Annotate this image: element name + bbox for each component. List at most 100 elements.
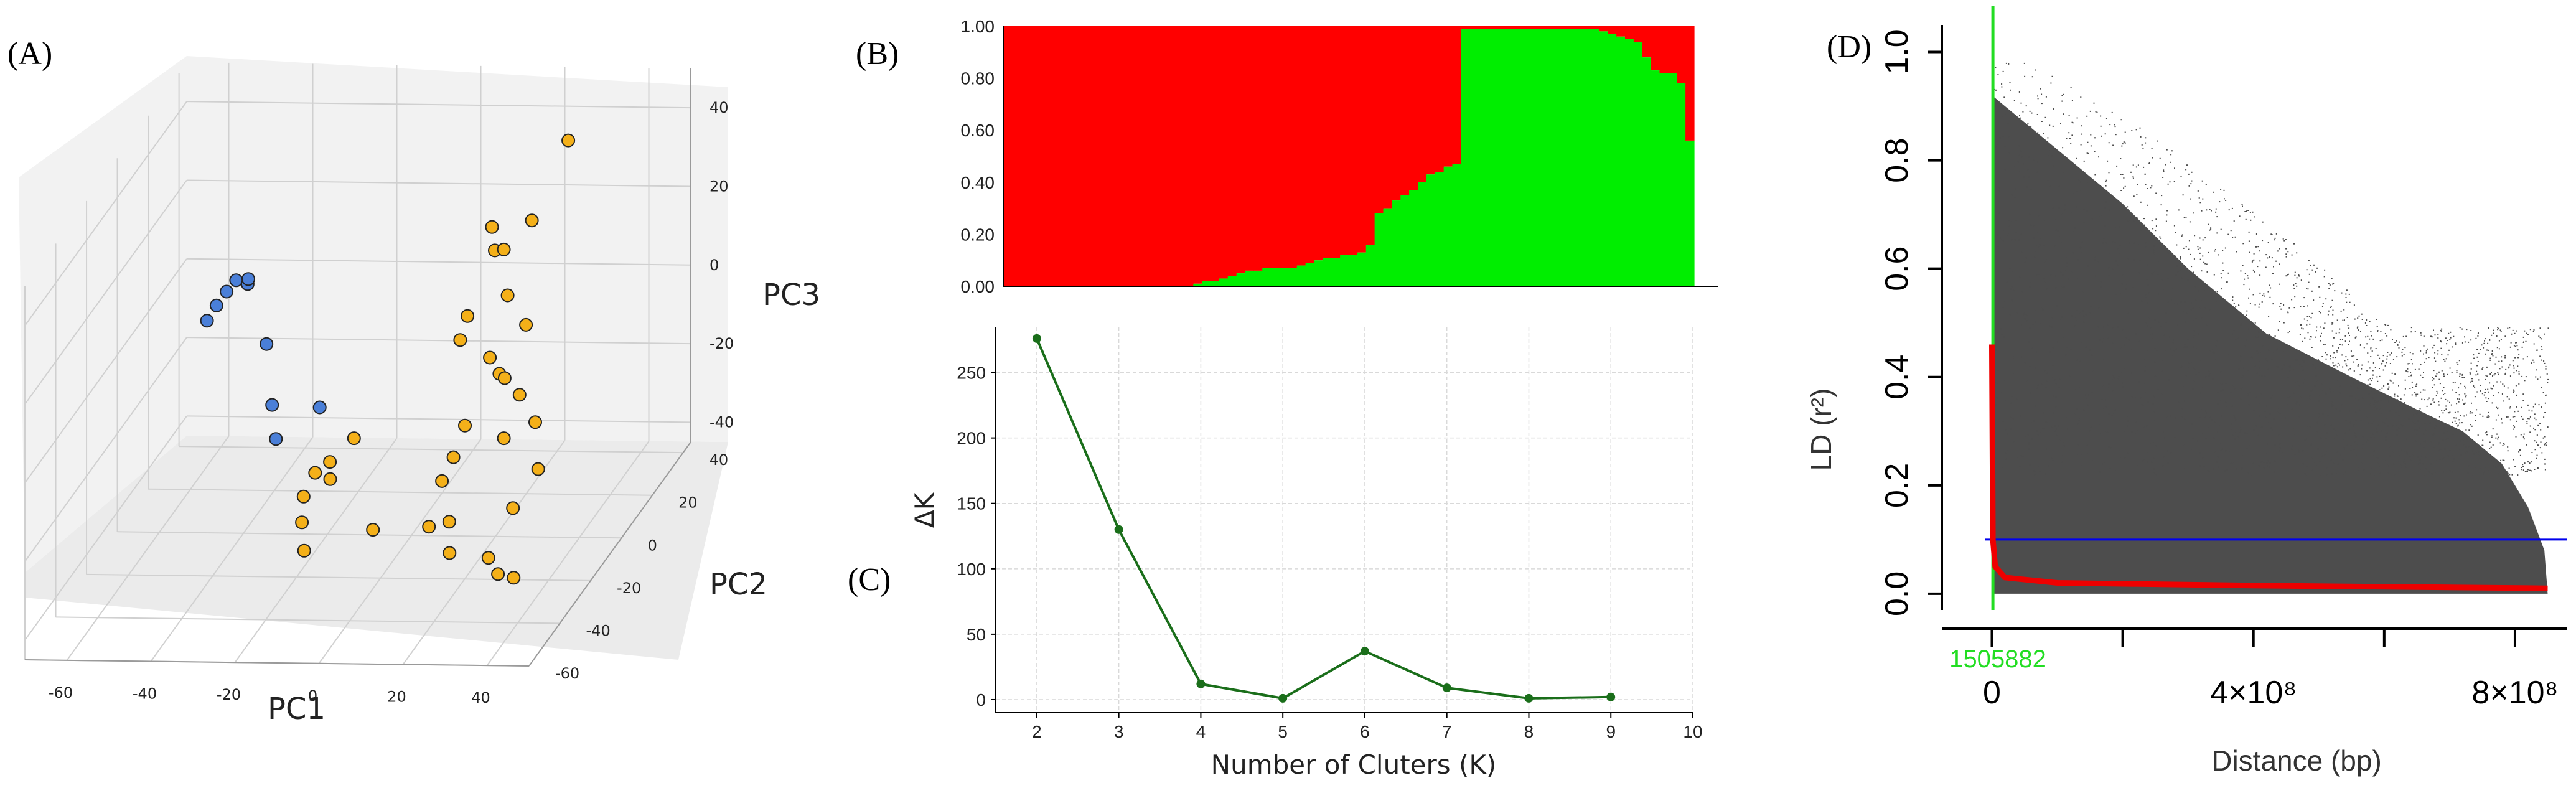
ld-point: [2518, 373, 2520, 375]
ld-point: [2017, 457, 2018, 459]
ld-point: [2150, 407, 2152, 409]
ld-point: [2226, 420, 2227, 421]
ld-point: [2018, 91, 2020, 93]
ld-point: [2353, 355, 2355, 357]
ld-point: [2209, 416, 2211, 418]
ld-y-tick-label: 1.0: [1879, 29, 1915, 74]
ld-point: [2246, 210, 2247, 212]
ld-point: [2356, 327, 2358, 329]
pca-point: [220, 284, 234, 299]
ld-point: [2070, 349, 2072, 350]
ld-point: [2379, 466, 2381, 467]
ld-point: [2310, 265, 2311, 266]
ld-point: [2348, 344, 2349, 345]
ld-point: [2489, 448, 2491, 449]
ld-point: [2366, 319, 2368, 321]
ld-point: [2421, 398, 2423, 400]
ld-point: [2503, 459, 2505, 461]
ld-point: [2137, 164, 2139, 166]
ld-point: [2428, 357, 2430, 359]
ld-point: [2487, 416, 2489, 418]
ld-point: [2046, 448, 2047, 450]
ld-point: [2153, 420, 2155, 421]
ld-point: [2367, 335, 2369, 337]
ld-point: [2506, 396, 2508, 398]
ld-point: [2418, 413, 2420, 415]
ld-point: [2374, 367, 2376, 368]
ld-point: [2062, 147, 2064, 149]
ld-point: [2541, 346, 2542, 348]
ld-point: [2012, 418, 2014, 420]
ld-point: [2491, 350, 2493, 352]
ld-point: [2409, 388, 2411, 389]
ld-point: [2424, 399, 2425, 401]
ld-point: [2344, 377, 2346, 378]
pc3-tick-label: -40: [710, 413, 734, 431]
pc2-tick-label: -60: [555, 665, 579, 682]
ld-point: [2033, 420, 2035, 422]
ld-point: [2384, 365, 2386, 367]
ld-point: [2181, 235, 2183, 237]
ld-point: [2331, 323, 2333, 325]
ld-point: [2171, 288, 2173, 289]
ld-point: [2544, 412, 2546, 413]
ld-point: [2155, 192, 2157, 194]
ld-point: [2531, 452, 2533, 453]
ld-point: [2066, 266, 2068, 268]
ld-point: [2459, 422, 2461, 424]
ld-point: [2283, 400, 2284, 401]
ld-point: [2344, 335, 2346, 337]
structure-bar-pop1: [1392, 26, 1401, 201]
ld-point: [2374, 406, 2376, 408]
ld-point: [2031, 76, 2033, 78]
ld-point: [2337, 463, 2339, 465]
ld-point: [2035, 367, 2036, 369]
pca-point: [241, 272, 255, 286]
ld-point: [2411, 394, 2413, 396]
ld-point: [2127, 220, 2129, 222]
ld-point: [2268, 349, 2270, 351]
ld-point: [2244, 273, 2246, 274]
ld-point: [2238, 304, 2240, 306]
ld-point: [2076, 191, 2078, 192]
ld-point: [2207, 470, 2209, 472]
ld-point: [2280, 423, 2282, 425]
ld-point: [2461, 377, 2463, 378]
ld-point: [2389, 379, 2391, 381]
ld-y-tick-label: 0.0: [1879, 571, 1915, 616]
ld-point: [2090, 145, 2092, 147]
ld-point: [2023, 314, 2025, 316]
ld-point: [2288, 273, 2289, 275]
ld-point: [2501, 366, 2503, 368]
ld-point: [2518, 383, 2520, 385]
ld-point: [2199, 237, 2201, 239]
ld-point: [2332, 283, 2334, 285]
ld-point: [2328, 310, 2330, 312]
structure-bar-pop1: [1539, 26, 1548, 29]
ld-point: [1997, 448, 1998, 450]
ld-point: [2522, 400, 2524, 401]
ld-point: [2108, 446, 2110, 448]
ld-point: [2392, 382, 2394, 384]
ld-point: [2509, 474, 2511, 476]
ld-point: [2237, 337, 2239, 339]
structure-bar-pop2: [1530, 29, 1539, 287]
ld-point: [2396, 356, 2398, 358]
ld-point: [2193, 271, 2194, 273]
ld-point: [2112, 327, 2114, 329]
ld-point: [2309, 323, 2311, 325]
structure-bar-pop2: [1564, 29, 1574, 287]
ld-point: [2095, 111, 2097, 113]
ld-point: [2188, 248, 2190, 250]
ld-point: [2057, 230, 2059, 232]
pca-point: [481, 551, 495, 565]
ld-point: [2201, 270, 2203, 272]
ld-point: [2433, 378, 2435, 380]
ld-point: [2120, 347, 2122, 349]
ld-point: [2015, 188, 2016, 190]
ld-point: [2437, 350, 2439, 352]
ld-point: [2497, 460, 2499, 462]
ld-point: [2205, 184, 2207, 185]
ld-point: [2455, 392, 2457, 393]
ld-point: [2181, 365, 2183, 367]
